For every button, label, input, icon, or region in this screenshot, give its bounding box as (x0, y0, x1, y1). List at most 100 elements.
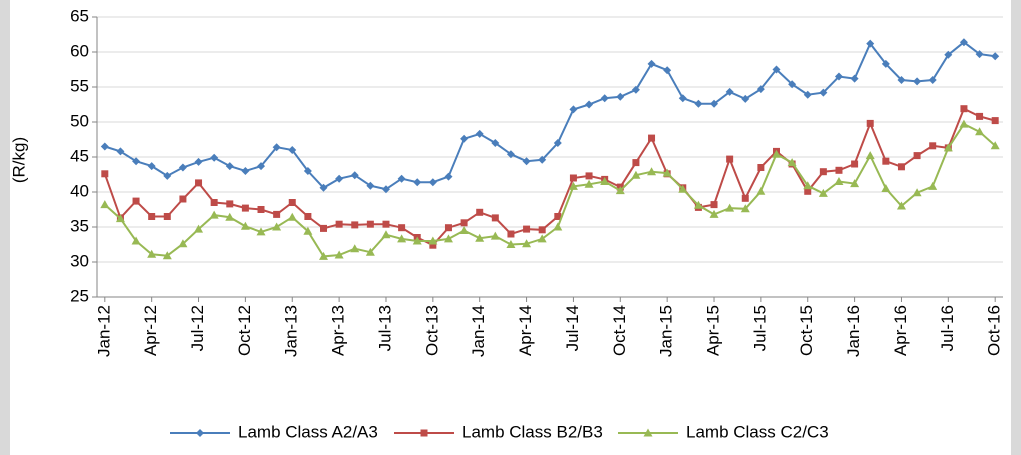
data-point (366, 181, 375, 190)
data-point (397, 174, 406, 183)
data-point (896, 201, 906, 210)
data-point (913, 77, 922, 86)
y-tick-label: 25 (70, 286, 89, 305)
data-point (240, 221, 250, 230)
data-point (319, 251, 328, 260)
data-point (350, 244, 360, 253)
data-point (865, 151, 875, 160)
data-point (366, 220, 374, 228)
legend-label: Lamb Class B2/B3 (462, 422, 603, 441)
y-tick-label: 55 (70, 76, 89, 95)
x-tick-label: Jul-14 (563, 305, 582, 351)
data-point (147, 249, 157, 258)
data-point (381, 185, 390, 194)
x-tick-label: Apr-16 (891, 305, 910, 356)
data-point (866, 39, 875, 48)
data-point (272, 143, 281, 152)
data-point (444, 172, 453, 181)
data-point (912, 188, 922, 197)
series-line (103, 107, 996, 247)
data-point (959, 38, 968, 47)
data-point (960, 105, 968, 113)
data-point (803, 181, 813, 190)
x-tick-label: Jan-16 (844, 305, 863, 357)
x-tick-label: Oct-13 (422, 305, 441, 356)
data-point (538, 226, 546, 234)
data-point (632, 159, 640, 167)
x-tick-label: Oct-12 (235, 305, 254, 356)
data-point (319, 183, 328, 192)
data-point (288, 146, 297, 154)
data-point (709, 209, 719, 218)
data-point (335, 174, 344, 183)
data-point (553, 222, 563, 231)
y-tick-label: 60 (70, 41, 89, 60)
data-point (834, 177, 844, 185)
data-point (178, 239, 188, 248)
data-point (304, 213, 312, 220)
data-point (335, 220, 343, 228)
data-point (991, 117, 999, 125)
data-point (850, 179, 860, 188)
data-point (866, 119, 874, 127)
data-point (757, 164, 765, 171)
data-point (553, 139, 562, 147)
data-point (787, 158, 797, 167)
data-point (600, 94, 609, 103)
x-tick-label: Jan-12 (94, 305, 113, 357)
data-point (412, 236, 422, 245)
data-point (615, 186, 625, 195)
x-tick-label: Apr-12 (141, 305, 160, 356)
data-point (818, 188, 828, 197)
legend-marker (643, 428, 653, 437)
data-point (835, 166, 843, 174)
x-tick-label: Oct-16 (985, 305, 1004, 356)
data-point (225, 212, 235, 221)
data-point (678, 94, 687, 103)
data-point (584, 179, 594, 188)
data-point (693, 200, 703, 209)
data-point (257, 206, 265, 213)
data-point (568, 181, 578, 190)
data-point (210, 199, 218, 206)
data-point (804, 187, 812, 195)
data-point (178, 163, 187, 172)
data-point (928, 76, 937, 84)
data-point (429, 241, 437, 249)
data-point (881, 184, 891, 192)
data-point (726, 155, 734, 163)
series-line (104, 40, 996, 191)
x-tick-label: Jan-13 (282, 305, 301, 357)
y-axis-label: (R/kg) (9, 137, 28, 183)
x-tick-label: Jan-15 (657, 305, 676, 357)
x-tick-label: Apr-14 (516, 305, 535, 356)
data-point (132, 197, 140, 205)
data-point (475, 233, 485, 242)
data-point (428, 178, 437, 187)
data-point (851, 160, 859, 168)
data-point (834, 72, 843, 81)
data-point (537, 234, 547, 243)
data-point (194, 224, 204, 233)
data-point (756, 85, 765, 94)
data-point (476, 208, 484, 216)
data-point (913, 152, 921, 160)
data-point (303, 226, 313, 235)
data-point (413, 178, 422, 187)
data-point (725, 203, 735, 212)
data-point (365, 247, 375, 256)
data-point (928, 181, 938, 190)
data-point (320, 224, 327, 232)
y-tick-label: 50 (70, 111, 89, 130)
data-point (631, 170, 641, 179)
data-point (819, 168, 827, 176)
x-tick-label: Jul-13 (375, 305, 394, 351)
series-line (104, 122, 996, 258)
data-point (475, 129, 484, 138)
data-point (163, 213, 171, 220)
x-tick-label: Oct-15 (797, 305, 816, 356)
data-point (148, 213, 156, 220)
data-point (897, 76, 906, 84)
